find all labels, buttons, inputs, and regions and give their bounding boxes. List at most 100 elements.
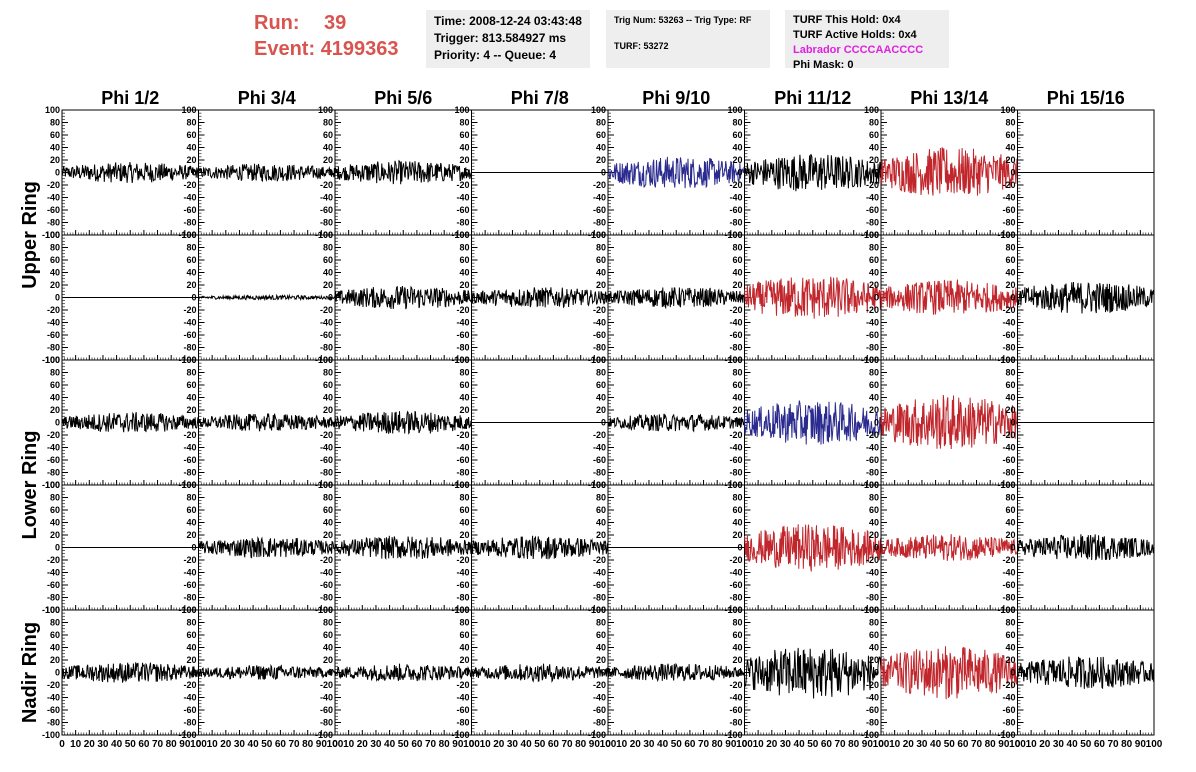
y-tick-label: -40: [456, 193, 469, 203]
y-tick-label: -40: [866, 568, 879, 578]
y-tick-label: 40: [186, 393, 196, 403]
waveform-trace: [471, 287, 609, 309]
y-tick-label: -20: [183, 180, 196, 190]
y-tick-label: 60: [596, 130, 606, 140]
y-tick-label: -20: [183, 430, 196, 440]
y-tick-label: 60: [1005, 505, 1015, 515]
y-tick-label: 20: [186, 530, 196, 540]
y-tick-label: 100: [181, 105, 196, 115]
y-tick-label: -80: [320, 593, 333, 603]
y-tick-label: -60: [456, 580, 469, 590]
y-tick-label: -80: [456, 343, 469, 353]
column-header: Phi 13/14: [910, 88, 988, 108]
waveform-trace: [607, 662, 745, 683]
waveform-trace: [198, 663, 336, 680]
y-tick-label: 60: [596, 505, 606, 515]
waveform-trace: [744, 400, 882, 445]
y-tick-label: -80: [1002, 468, 1015, 478]
waveform-trace: [880, 394, 1018, 450]
y-tick-label: 80: [1005, 368, 1015, 378]
y-tick-label: 60: [1005, 380, 1015, 390]
y-tick-label: 80: [50, 618, 60, 628]
y-tick-label: -60: [866, 455, 879, 465]
waveform-trace: [471, 663, 609, 683]
y-tick-label: 100: [591, 480, 606, 490]
y-tick-label: 60: [869, 130, 879, 140]
y-tick-label: 0: [464, 543, 469, 553]
event-value: 4199363: [320, 38, 399, 60]
waveform-trace: [334, 663, 472, 682]
y-tick-label: 80: [323, 118, 333, 128]
y-tick-label: -60: [320, 705, 333, 715]
y-tick-label: -20: [593, 430, 606, 440]
y-tick-label: 100: [318, 105, 333, 115]
y-tick-label: -80: [1002, 343, 1015, 353]
y-tick-label: 100: [454, 480, 469, 490]
y-tick-label: 0: [737, 668, 742, 678]
waveform-trace: [198, 412, 336, 432]
y-tick-label: 80: [1005, 243, 1015, 253]
y-tick-label: -20: [47, 680, 60, 690]
y-tick-label: 80: [869, 618, 879, 628]
y-tick-label: 0: [737, 418, 742, 428]
y-tick-label: 60: [323, 380, 333, 390]
y-tick-label: -60: [47, 455, 60, 465]
y-tick-label: 0: [464, 418, 469, 428]
waveform-trace: [1017, 281, 1155, 314]
y-tick-label: 80: [459, 618, 469, 628]
y-tick-label: 40: [596, 143, 606, 153]
y-tick-label: 40: [323, 393, 333, 403]
waveform-trace: [334, 285, 472, 310]
y-tick-label: 60: [186, 255, 196, 265]
y-tick-label: -40: [866, 693, 879, 703]
y-tick-label: 20: [1005, 155, 1015, 165]
waveform-trace: [607, 287, 745, 310]
y-tick-label: 0: [874, 668, 879, 678]
y-tick-label: 100: [181, 605, 196, 615]
y-tick-label: -20: [593, 680, 606, 690]
y-tick-label: 40: [869, 393, 879, 403]
y-tick-label: -100: [42, 730, 60, 740]
y-tick-label: -100: [861, 730, 879, 740]
y-tick-label: -60: [320, 580, 333, 590]
y-tick-label: -20: [729, 555, 742, 565]
y-tick-label: -20: [456, 555, 469, 565]
y-tick-label: -60: [729, 205, 742, 215]
y-tick-label: 100: [1000, 605, 1015, 615]
y-tick-label: -60: [456, 705, 469, 715]
y-tick-label: -100: [42, 480, 60, 490]
column-header: Phi 15/16: [1047, 88, 1125, 108]
run-label: Run:: [254, 12, 300, 34]
y-tick-label: 20: [869, 530, 879, 540]
y-tick-label: 20: [50, 655, 60, 665]
waveform-trace: [61, 411, 199, 433]
y-tick-label: -80: [593, 593, 606, 603]
y-tick-label: 20: [869, 405, 879, 415]
y-tick-label: 80: [869, 493, 879, 503]
y-tick-label: -40: [320, 693, 333, 703]
y-tick-label: 80: [1005, 618, 1015, 628]
y-tick-label: -60: [47, 705, 60, 715]
y-tick-label: 40: [459, 643, 469, 653]
y-tick-label: 100: [454, 230, 469, 240]
y-tick-label: 40: [1005, 643, 1015, 653]
y-tick-label: -40: [47, 193, 60, 203]
y-tick-label: -20: [456, 305, 469, 315]
y-tick-label: -40: [866, 193, 879, 203]
y-tick-label: -100: [588, 730, 606, 740]
y-tick-label: -40: [183, 318, 196, 328]
y-tick-label: -60: [866, 205, 879, 215]
y-tick-label: 100: [864, 230, 879, 240]
y-tick-label: 0: [464, 168, 469, 178]
y-tick-label: 0: [1010, 543, 1015, 553]
y-tick-label: 80: [186, 493, 196, 503]
column-header: Phi 5/6: [374, 88, 432, 108]
y-tick-label: -80: [183, 718, 196, 728]
y-tick-label: 60: [50, 380, 60, 390]
waveform-trace: [61, 162, 199, 183]
y-tick-label: 0: [1010, 668, 1015, 678]
y-tick-label: 60: [732, 630, 742, 640]
y-tick-label: 0: [601, 543, 606, 553]
y-tick-label: 80: [1005, 493, 1015, 503]
y-tick-label: 100: [591, 605, 606, 615]
